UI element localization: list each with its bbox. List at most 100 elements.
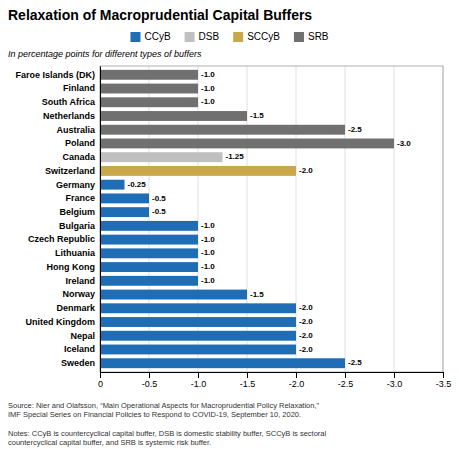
legend-item: CCyB xyxy=(130,31,170,42)
bar xyxy=(100,317,296,327)
y-tick-label: Finland xyxy=(63,83,95,93)
chart-container: Relaxation of Macroprudential Capital Bu… xyxy=(0,0,459,472)
legend-swatch xyxy=(294,32,304,42)
y-tick: Australia xyxy=(56,125,96,135)
y-tick-label: Norway xyxy=(62,289,95,299)
data-label: -1.0 xyxy=(201,262,215,271)
y-tick-label: Ireland xyxy=(65,276,95,286)
grid xyxy=(100,66,443,372)
data-label: -2.0 xyxy=(299,317,313,326)
bar xyxy=(100,84,198,94)
bar xyxy=(100,97,198,107)
x-tick: -2.5 xyxy=(338,372,354,389)
legend-swatch xyxy=(185,32,195,42)
x-tick-mark xyxy=(149,372,150,378)
legend-label: CCyB xyxy=(144,31,170,42)
data-label: -0.25 xyxy=(128,180,147,189)
legend-label: SRB xyxy=(308,31,329,42)
x-tick-label: 0 xyxy=(98,379,103,389)
y-tick: Netherlands xyxy=(43,111,95,121)
subtitle: In percentage points for different types… xyxy=(8,49,202,59)
data-label: -2.0 xyxy=(299,303,313,312)
y-axis-line xyxy=(100,67,101,373)
legend-item: DSB xyxy=(185,31,220,42)
bar xyxy=(100,193,149,203)
y-tick-label: Bulgaria xyxy=(59,221,96,231)
legend-label: SCCyB xyxy=(247,31,280,42)
y-tick: Bulgaria xyxy=(59,221,96,231)
bar xyxy=(100,166,296,176)
y-tick-label: Canada xyxy=(62,152,96,162)
grid-line xyxy=(394,66,395,372)
legend-label: DSB xyxy=(199,31,220,42)
y-tick-label: Netherlands xyxy=(43,111,95,121)
data-label: -1.0 xyxy=(201,248,215,257)
data-label: -2.0 xyxy=(299,166,313,175)
x-tick: -0.5 xyxy=(142,372,158,389)
y-tick-label: Belgium xyxy=(59,207,95,217)
x-tick-mark xyxy=(443,372,444,378)
annotation: Source: Nier and Olafsson, “Main Operati… xyxy=(8,401,319,419)
bar xyxy=(100,358,345,368)
plot-frame xyxy=(100,66,443,372)
y-tick: France xyxy=(65,193,95,203)
x-tick-mark xyxy=(100,372,101,378)
y-tick: Faroe Islands (DK) xyxy=(15,70,95,80)
legend-item: SRB xyxy=(294,31,329,42)
x-tick: -2.0 xyxy=(289,372,305,389)
y-tick-label: Czech Republic xyxy=(28,234,95,244)
bar xyxy=(100,180,125,190)
data-label: -2.0 xyxy=(299,345,313,354)
data-label: -2.5 xyxy=(348,358,362,367)
bar xyxy=(100,331,296,341)
y-tick: Lithuania xyxy=(55,248,96,258)
data-label: -1.0 xyxy=(201,235,215,244)
bar xyxy=(100,221,198,231)
legend-swatch xyxy=(233,32,243,42)
y-tick: United Kingdom xyxy=(26,317,96,327)
x-tick-label: -1.0 xyxy=(191,379,207,389)
bar xyxy=(100,345,296,355)
y-tick: Ireland xyxy=(65,276,95,286)
bar xyxy=(100,262,198,272)
data-label: -0.5 xyxy=(152,194,166,203)
y-tick-label: France xyxy=(65,193,95,203)
data-label: -2.0 xyxy=(299,331,313,340)
data-label: -1.25 xyxy=(226,152,245,161)
y-tick-label: Sweden xyxy=(61,358,95,368)
y-tick-label: Iceland xyxy=(64,344,95,354)
y-tick: Nepal xyxy=(70,331,95,341)
data-label: -1.0 xyxy=(201,70,215,79)
bar xyxy=(100,207,149,217)
x-tick: 0 xyxy=(98,372,103,389)
plot: -0.25 -0.5 -0.5 -1.0 -1.0 -1.0 -1.0 -1.0 -1.5 -2.… xyxy=(15,66,451,389)
x-tick-label: -3.5 xyxy=(436,379,452,389)
bars xyxy=(100,70,394,368)
y-tick: South Africa xyxy=(42,97,96,107)
data-label: -1.0 xyxy=(201,84,215,93)
bar xyxy=(100,235,198,245)
bar xyxy=(100,111,247,121)
y-tick: Iceland xyxy=(64,344,95,354)
x-axis: 0-0.5-1.0-1.5-2.0-2.5-3.0-3.5 xyxy=(98,372,451,389)
legend-swatch xyxy=(130,32,140,42)
annotation: Notes: CCyB is countercyclical capital b… xyxy=(8,429,327,447)
y-tick-label: Denmark xyxy=(56,303,96,313)
y-tick-label: Poland xyxy=(65,138,95,148)
bar xyxy=(100,276,198,286)
y-tick-label: Nepal xyxy=(70,331,95,341)
y-tick: Hong Kong xyxy=(47,262,96,272)
bar xyxy=(100,303,296,313)
y-tick-label: South Africa xyxy=(42,97,96,107)
x-tick-mark xyxy=(198,372,199,378)
y-tick-label: Australia xyxy=(56,125,96,135)
y-tick: Finland xyxy=(63,83,95,93)
data-labels: -0.25-0.5-0.5-1.0-1.0-1.0-1.0-1.0-1.5-2.… xyxy=(128,70,412,367)
x-tick-mark xyxy=(247,372,248,378)
legend: CCyB DSB SCCyB SRB xyxy=(130,31,328,42)
x-tick-label: -1.5 xyxy=(240,379,256,389)
title: Relaxation of Macroprudential Capital Bu… xyxy=(8,7,312,23)
x-tick-label: -0.5 xyxy=(142,379,158,389)
bar xyxy=(100,290,247,300)
x-tick-label: -2.0 xyxy=(289,379,305,389)
